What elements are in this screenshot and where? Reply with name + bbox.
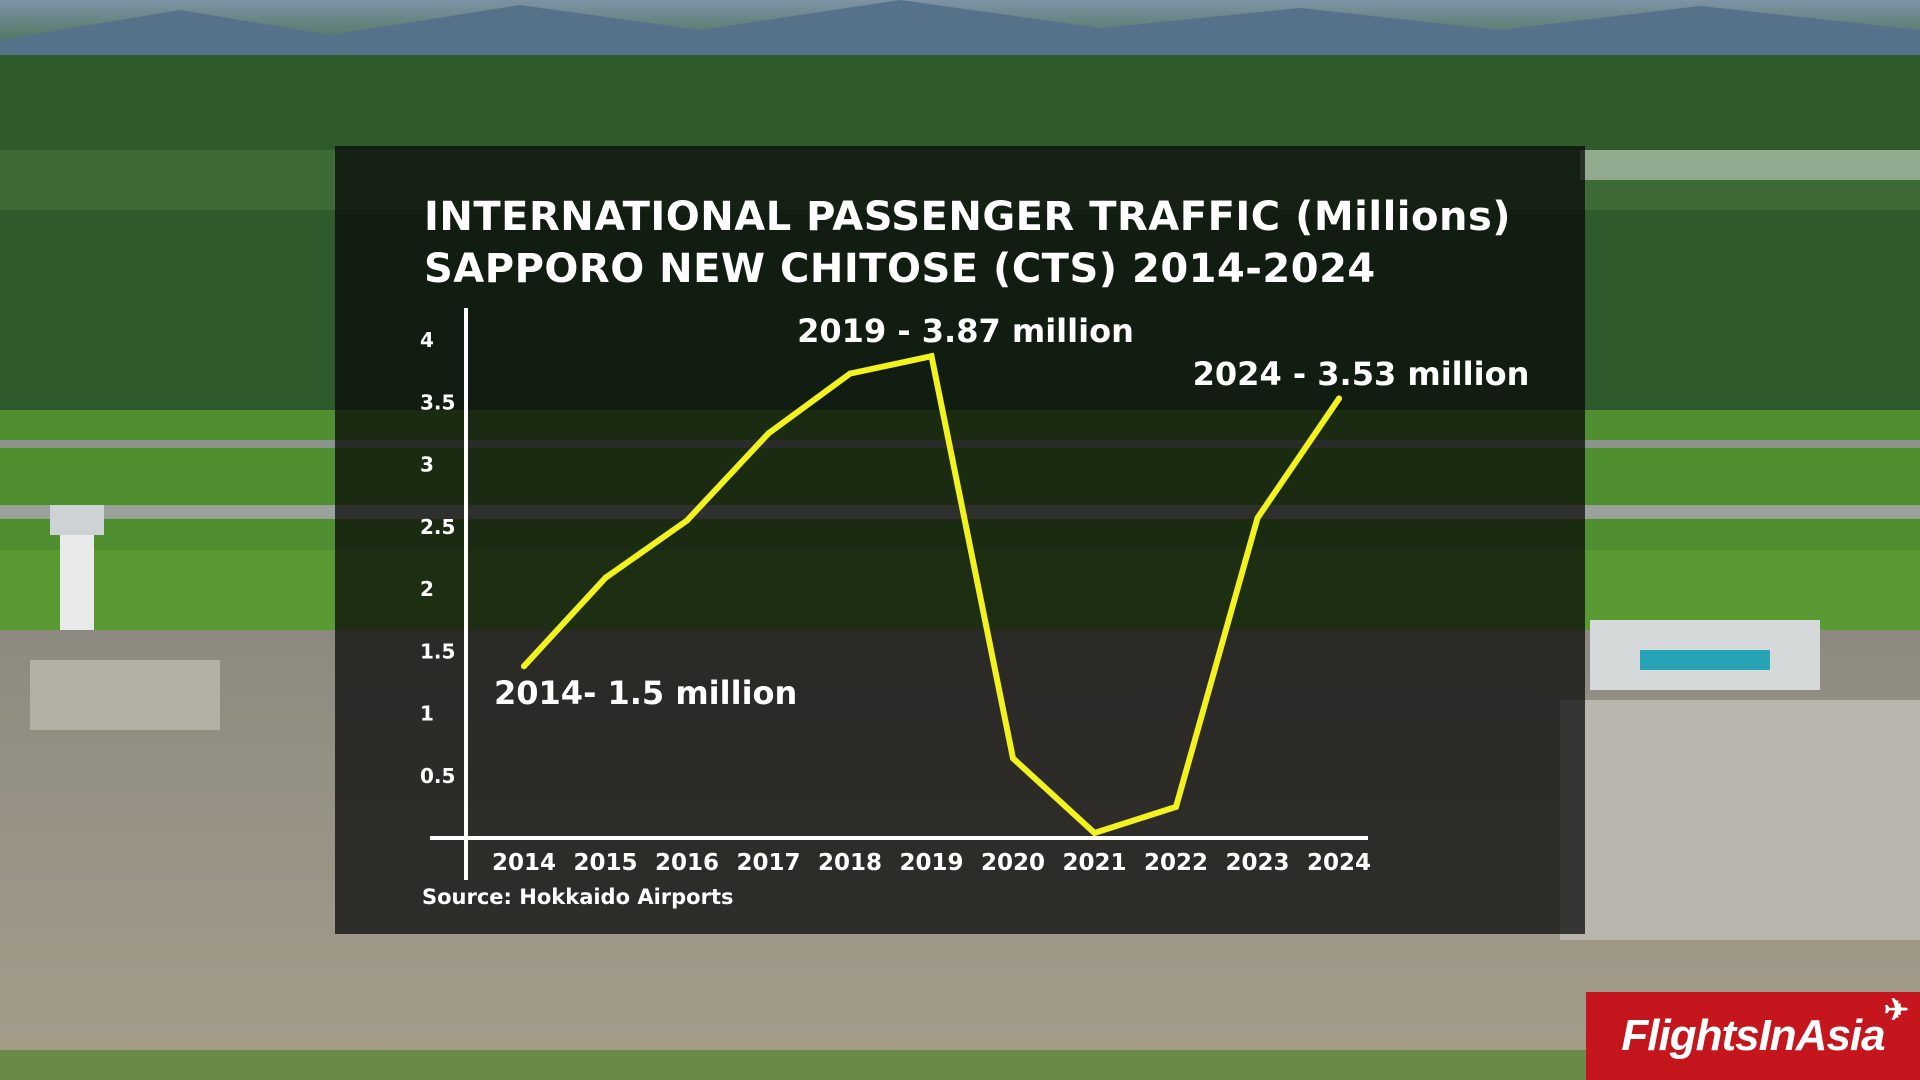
x-tick-label: 2023 [1225, 850, 1289, 876]
y-tick-label: 1 [420, 702, 434, 726]
x-tick-label: 2019 [899, 850, 963, 876]
source-note: Source: Hokkaido Airports [422, 885, 734, 909]
y-tick-label: 3.5 [420, 390, 455, 414]
y-tick-label: 2.5 [420, 515, 455, 539]
x-tick-label: 2021 [1062, 850, 1126, 876]
y-tick-label: 4 [420, 328, 434, 352]
data-point [521, 663, 527, 670]
data-point [1336, 395, 1342, 402]
y-tick-label: 0.5 [420, 764, 455, 788]
airplane-icon: ✈ [1883, 994, 1909, 1027]
y-tick-label: 3 [420, 453, 434, 477]
x-tick-label: 2024 [1307, 850, 1371, 876]
y-tick-label: 2 [420, 577, 434, 601]
data-point [928, 353, 935, 360]
series-line [521, 352, 1342, 837]
data-point [1254, 515, 1261, 522]
x-tick-label: 2017 [736, 850, 800, 876]
data-point [847, 370, 853, 377]
y-tick-label: 1.5 [420, 639, 455, 663]
x-tick-label: 2015 [573, 850, 637, 876]
data-point [1091, 830, 1098, 837]
x-tick-label: 2022 [1144, 850, 1208, 876]
chart-subtitle: SAPPORO NEW CHITOSE (CTS) 2014-2024 [424, 246, 1376, 292]
annotation-label: 2024 - 3.53 million [1193, 355, 1530, 393]
data-point [765, 430, 772, 437]
x-tick-label: 2018 [818, 850, 882, 876]
data-point [602, 574, 609, 581]
logo-text: FlightsInAsia [1621, 1011, 1885, 1060]
annotation-label: 2014- 1.5 million [494, 674, 797, 712]
x-tick-label: 2016 [655, 850, 719, 876]
data-point [1173, 803, 1179, 810]
x-tick-label: 2020 [981, 850, 1045, 876]
data-point [684, 517, 690, 524]
brand-logo: FlightsInAsia ✈ [1586, 992, 1920, 1080]
chart-title: INTERNATIONAL PASSENGER TRAFFIC (Million… [424, 194, 1512, 240]
annotation-label: 2019 - 3.87 million [797, 312, 1134, 350]
data-point [1010, 755, 1016, 762]
chart-panel [335, 146, 1585, 934]
x-tick-label: 2014 [492, 850, 556, 876]
